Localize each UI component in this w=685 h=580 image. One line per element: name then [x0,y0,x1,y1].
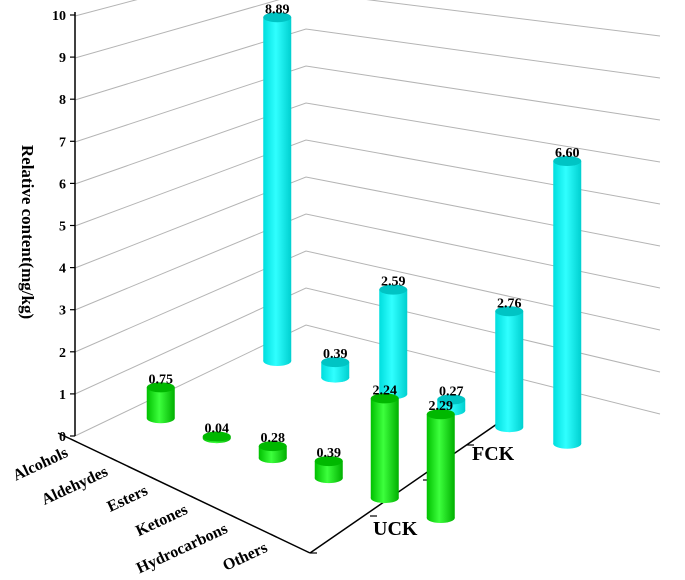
y-tick-label: 0 [59,430,66,445]
category-label-others: Others [220,539,270,574]
gridline [74,0,138,17]
data-label: 0.39 [323,347,348,362]
category-label-alcohols: Alcohols [10,444,70,484]
bar-top [202,431,231,442]
bar-top [314,456,343,467]
category-tick [70,438,78,443]
bar-body [263,17,292,362]
bar-body [426,414,455,519]
bar-body [437,399,466,411]
category-label-esters: Esters [105,482,151,515]
gridline [74,213,661,311]
gridline [74,65,661,143]
bar-top [258,441,287,452]
bar-top [146,382,175,393]
gridline [74,0,661,59]
data-label: 8.89 [265,2,290,17]
data-label: 0.39 [317,446,342,461]
bar-top [426,409,455,420]
bar-body [553,161,582,444]
bar-fck-hydrocarbons: 2.76 [495,296,524,433]
gridline [74,139,661,227]
data-label: 2.59 [381,275,406,290]
data-label: 0.75 [149,372,174,387]
series-axis-line [309,414,511,554]
y-tick-label: 1 [59,388,66,403]
series-label-uck: UCK [373,518,418,540]
y-tick-label: 10 [52,9,66,24]
bar-uck-hydrocarbons: 2.24 [370,383,399,504]
data-label: 0.28 [261,431,286,446]
gridline [74,287,661,395]
y-tick-label: 9 [59,51,66,66]
bar-top [321,357,350,368]
y-tick-label: 3 [59,304,66,319]
data-label: 2.24 [373,383,398,398]
gridline [74,28,661,101]
category-tick [190,495,197,500]
category-axis-line [57,432,311,554]
bar-top [263,12,292,23]
data-label: 0.27 [439,385,464,400]
bar-body [370,398,399,499]
bar-body [258,446,287,459]
bar-fck-others: 6.60 [553,146,582,449]
gridline [74,102,661,185]
gridline [74,250,661,353]
gridline [74,176,661,269]
category-label-aldehydes: Aldehydes [39,463,111,508]
bar-top [370,393,399,404]
bar-body [379,289,408,395]
category-tick [270,533,277,538]
bar-body [146,387,175,419]
bar-top [553,156,582,167]
gridlines [74,0,661,437]
y-tick-label: 2 [59,346,66,361]
bar-top [379,284,408,295]
category-tick [230,514,237,519]
bar-uck-ketones: 0.39 [314,446,343,484]
data-label: 6.60 [555,146,580,161]
y-tick-label: 7 [59,135,66,150]
bar-fck-alcohols: 8.89 [263,2,292,367]
bars: 8.89 0.39 2.59 0.27 2.76 6.60 0.75 0.04 0.28 0.39… [146,2,582,524]
bar-uck-aldehydes: 0.04 [202,422,231,444]
bar-uck-esters: 0.28 [258,431,287,464]
y-tick-label: 6 [59,177,66,192]
category-label-ketones: Ketones [133,501,190,540]
bar-body [495,311,524,428]
bar-top [437,394,466,405]
series-label-fck: FCK [472,443,515,465]
bar-fck-aldehydes: 0.39 [321,347,350,383]
bar-uck-others: 2.29 [426,399,455,524]
y-tick-label: 4 [59,262,66,277]
category-tick [150,476,158,481]
data-label: 0.04 [205,422,230,437]
bar-fck-esters: 2.59 [379,275,408,400]
bar-top [495,306,524,317]
y-tick-label: 8 [59,93,66,108]
data-label: 2.76 [497,296,522,311]
y-axis-label: Relative content(mg/kg) [18,145,37,319]
category-tick [110,457,118,462]
data-label: 2.29 [429,399,454,414]
y-tick-label: 5 [59,220,66,235]
bar-uck-alcohols: 0.75 [146,372,175,424]
